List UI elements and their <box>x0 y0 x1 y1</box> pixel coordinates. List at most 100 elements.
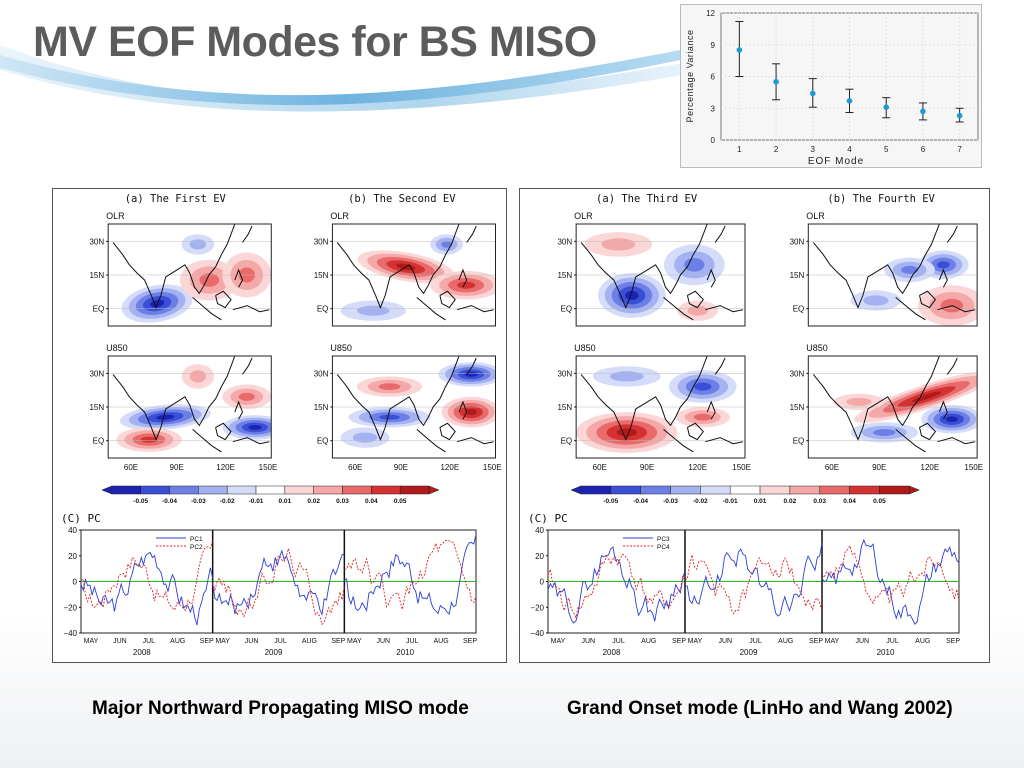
colorbar-label: -0.01 <box>249 498 264 505</box>
anomaly-contour <box>238 392 255 401</box>
pc-title: (C) PC <box>61 512 101 525</box>
anomaly-contour <box>189 239 207 250</box>
anomaly-contour <box>846 397 872 406</box>
lat-label: 30N <box>557 369 572 378</box>
lon-label: 90E <box>394 463 408 472</box>
colorbar-arrow-right <box>428 485 440 495</box>
header-swoosh <box>0 45 700 112</box>
lon-label: 90E <box>872 463 886 472</box>
map-field <box>576 356 745 458</box>
pc-line-solid <box>80 551 214 626</box>
month-label: SEP <box>463 638 477 645</box>
var-label-u850: U850 <box>330 343 352 353</box>
month-label: SEP <box>946 638 960 645</box>
anomaly-contour <box>609 371 644 382</box>
var-label-olr: OLR <box>574 211 593 221</box>
colorbar-label: 0.03 <box>813 498 826 505</box>
month-label: JUL <box>143 638 156 645</box>
y-tick-label: 12 <box>706 9 715 18</box>
anomaly-contour <box>441 241 453 248</box>
coastline <box>466 225 477 243</box>
colorbar-cell <box>255 485 286 495</box>
pc-y-label: 0 <box>73 578 78 587</box>
colorbar-arrow-left <box>570 485 582 495</box>
coastline <box>458 268 468 288</box>
year-label: 2010 <box>396 648 414 657</box>
colorbar-label: -0.05 <box>133 498 148 505</box>
coastline <box>580 356 708 441</box>
anomaly-contour <box>378 383 401 390</box>
coastline <box>895 429 926 453</box>
pc-y-label: 40 <box>535 526 544 535</box>
month-label: SEP <box>331 638 345 645</box>
colorbar-arrow-left <box>101 485 113 495</box>
lat-label: 15N <box>790 271 805 280</box>
coastline <box>232 305 270 313</box>
panel-title-a: (a) The Third EV <box>596 193 698 205</box>
map-panel: 30N 15N EQ 60E 90E 120E 150E <box>89 355 277 472</box>
map-panel: 30N 15N EQ <box>314 223 496 327</box>
month-label: SEP <box>672 638 686 645</box>
lon-label: 150E <box>483 463 502 472</box>
colorbar-label: -0.03 <box>663 498 678 505</box>
month-label: SEP <box>809 638 823 645</box>
lat-label: 30N <box>89 237 104 246</box>
colorbar-cell <box>879 485 910 495</box>
right-figure-svg: (a) The Third EV (b) The Fourth EVOLR30N1… <box>528 193 983 657</box>
month-label: MAY <box>215 638 230 645</box>
coastline <box>706 400 716 420</box>
coastline <box>686 422 704 441</box>
coastline <box>232 437 270 445</box>
coastline <box>466 357 477 375</box>
coastline <box>234 400 244 420</box>
lat-label: 15N <box>314 271 329 280</box>
map-field <box>332 356 496 458</box>
lon-label: 150E <box>732 463 751 472</box>
lat-label: EQ <box>561 437 573 446</box>
panel-title-a: (a) The First EV <box>125 193 227 205</box>
colorbar-label: 0.02 <box>307 498 320 505</box>
coastline <box>946 225 958 243</box>
colorbar-cell <box>849 485 880 495</box>
month-label: JUL <box>886 638 899 645</box>
pc-y-label: 20 <box>535 552 544 561</box>
month-label: MAY <box>551 638 566 645</box>
pc-line-dashed <box>547 553 686 619</box>
var-label-olr: OLR <box>106 211 125 221</box>
month-label: SEP <box>200 638 214 645</box>
y-tick-label: 3 <box>711 104 716 113</box>
coastline <box>706 268 716 288</box>
month-label: AUG <box>641 638 656 645</box>
pc-y-label: −40 <box>63 629 77 638</box>
pc-y-label: −40 <box>530 629 544 638</box>
var-label-olr: OLR <box>806 211 825 221</box>
legend-label: PC4 <box>657 544 670 551</box>
month-label: MAY <box>347 638 362 645</box>
anomaly-contour <box>352 432 378 443</box>
coastline <box>439 422 456 441</box>
map-field <box>576 224 745 326</box>
pc-timeseries: 40 20 0 −20 −40 MAY JUN JUL AUG SEP 2008 MAY JUN JUL A… <box>63 526 477 657</box>
lat-label: 15N <box>557 403 572 412</box>
coastline <box>812 356 940 441</box>
lat-label: EQ <box>93 305 105 314</box>
left-figure-panel: (a) The First EV (b) The Second EV OLR 30N 1… <box>52 188 507 663</box>
y-tick-label: 0 <box>711 136 716 145</box>
colorbar-cell <box>700 485 731 495</box>
anomaly-contour <box>464 371 478 377</box>
anomaly-contour <box>616 428 637 437</box>
coastline <box>938 400 948 420</box>
pc-line-dashed <box>80 539 214 612</box>
anomaly-contour <box>379 414 400 420</box>
x-tick-label: 1 <box>737 145 742 154</box>
colorbar-label: 0.03 <box>336 498 349 505</box>
anomaly-contour <box>140 436 158 443</box>
pc-y-label: 20 <box>68 552 77 561</box>
anomaly-contour <box>863 295 889 306</box>
month-label: MAY <box>84 638 99 645</box>
legend-label: PC3 <box>657 536 670 543</box>
colorbar-cell <box>729 485 761 495</box>
lat-label: EQ <box>317 305 329 314</box>
map-field <box>808 356 978 458</box>
